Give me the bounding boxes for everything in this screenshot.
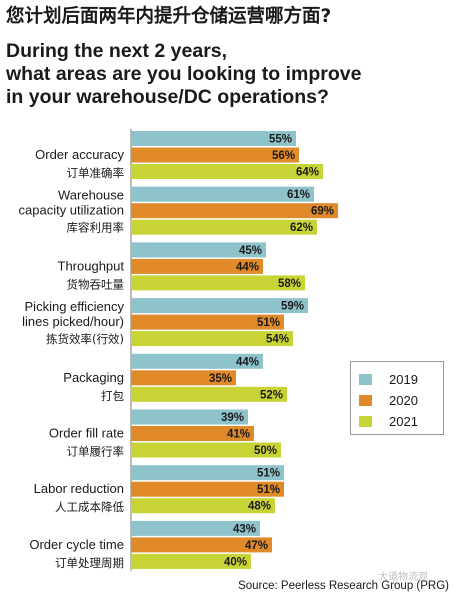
watermark-text: 大道物流观 [378,572,428,583]
bar [131,314,284,330]
bar [131,164,323,179]
data-label: 39% [221,412,244,424]
data-label: 45% [239,245,262,257]
category-label-cn: 拣货效率(行效) [46,332,124,346]
category-label: Throughput [58,258,125,273]
bar [131,370,236,386]
chart-title-en: During the next 2 years, what areas are … [6,40,451,109]
category-label-cn: 人工成本降低 [55,500,124,514]
category-label: Picking efficiency [25,299,125,314]
bar [131,537,272,553]
chart-title-en-line: in your warehouse/DC operations? [6,86,329,108]
legend-label-2021: 2021 [389,414,418,429]
category-label: capacity utilization [19,203,125,218]
chart-title-cn: 您计划后面两年内提升仓储运营哪方面? [6,6,332,27]
legend-label-2020: 2020 [389,393,418,408]
data-label: 35% [209,373,232,385]
category-label: Packaging [63,370,124,385]
bar [131,298,308,314]
data-label: 41% [227,429,250,441]
data-label: 50% [254,445,277,457]
bar [131,426,254,441]
category-label-cn: 订单准确率 [67,166,125,180]
data-label: 55% [269,134,292,146]
data-label: 40% [224,556,247,568]
data-label: 52% [260,389,283,401]
bar [131,275,305,291]
bar [131,498,275,514]
data-label: 44% [236,261,259,273]
data-label: 54% [266,334,289,346]
data-label: 51% [257,317,280,329]
bar [131,353,263,369]
chart-legend: 2019 2020 2021 [350,361,444,435]
source-note: Source: Peerless Research Group (PRG) [238,580,449,592]
category-label-cn: 订单履行率 [67,445,125,459]
bar [131,331,293,347]
bar [131,442,281,458]
data-label: 62% [290,222,313,234]
data-label: 56% [272,150,295,162]
bar [131,481,284,497]
data-label: 58% [278,278,301,290]
legend-swatch-2021 [359,416,372,427]
legend-swatch-2019 [359,374,372,385]
category-label-cn: 打包 [101,389,124,403]
bar [131,186,314,202]
bar [131,386,287,402]
data-label: 51% [257,484,280,496]
bar [131,553,251,569]
data-label: 64% [296,167,319,179]
chart-title-en-line: During the next 2 years, [6,40,228,62]
category-label-cn: 订单处理周期 [55,556,124,570]
bar [131,465,284,481]
data-label: 61% [287,189,310,201]
bar [131,258,263,274]
data-label: 47% [245,540,268,552]
bar [131,219,317,235]
data-label: 44% [236,356,259,368]
category-label: lines picked/hour) [22,314,124,329]
bar [131,131,296,146]
category-label: Order fill rate [49,426,124,441]
category-label-cn: 库容利用率 [67,221,125,235]
data-label: 48% [248,501,271,513]
data-label: 51% [257,468,280,480]
data-label: 69% [311,206,334,218]
legend-swatch-2020 [359,395,372,406]
bar [131,147,299,163]
bar [131,242,266,258]
legend-label-2019: 2019 [389,372,418,387]
bar [131,203,338,219]
bar [131,409,248,425]
category-label: Warehouse [58,188,124,203]
category-label: Labor reduction [34,481,124,496]
category-label: Order accuracy [35,147,124,162]
data-label: 43% [233,523,256,535]
category-label: Order cycle time [29,537,124,552]
category-label-cn: 货物吞吐量 [67,277,125,291]
data-label: 59% [281,301,304,313]
bar [131,520,260,536]
chart-title-en-line: what areas are you looking to improve [6,63,362,85]
